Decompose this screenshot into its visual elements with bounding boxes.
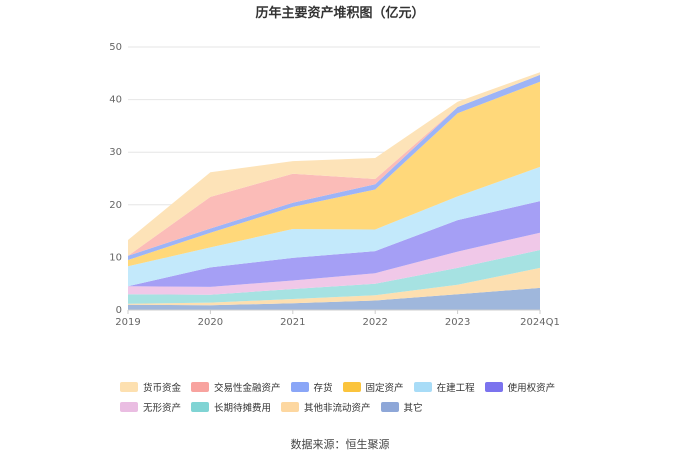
area-series-8[interactable] — [128, 74, 540, 256]
x-tick-label-4: 2023 — [445, 317, 470, 328]
legend-item[interactable]: 存货 — [290, 380, 333, 394]
y-tick-label-4: 40 — [109, 95, 122, 106]
legend-swatch — [380, 402, 399, 412]
legend-label: 长期待摊费用 — [214, 403, 272, 414]
legend-label: 货币资金 — [143, 383, 182, 394]
area-series-0[interactable] — [128, 287, 540, 310]
legend-swatch — [484, 382, 503, 392]
y-axis: 0 10 20 30 40 50 — [109, 42, 122, 316]
legend-label: 交易性金融资产 — [214, 383, 281, 394]
x-tick-label-2: 2021 — [280, 317, 305, 328]
area-series-6[interactable] — [128, 81, 540, 267]
legend-swatch — [120, 402, 138, 412]
legend-item[interactable]: 无形资产 — [120, 400, 181, 414]
legend-label: 存货 — [313, 383, 333, 394]
x-tick-label-0: 2019 — [115, 317, 140, 328]
legend-item[interactable]: 其它 — [380, 400, 423, 414]
legend-label: 在建工程 — [436, 383, 475, 394]
area-series-1[interactable] — [128, 267, 540, 306]
y-tick-label-2: 20 — [109, 200, 122, 211]
legend: 货币资金 交易性金融资产 存货 固定资产 在建工程 使用权资产无形资产 长期待摊费用 其他非流… — [120, 377, 590, 417]
legend-swatch — [120, 382, 138, 392]
legend-label: 其它 — [403, 403, 423, 414]
legend-row: 无形资产 长期待摊费用 其他非流动资产 其它 — [120, 397, 590, 417]
x-tick-label-5: 2024Q1 — [520, 317, 560, 328]
area-series-2[interactable] — [128, 250, 540, 304]
y-tick-label-1: 10 — [109, 252, 122, 263]
area-series-5[interactable] — [128, 166, 540, 287]
legend-label: 无形资产 — [143, 403, 182, 414]
legend-label: 固定资产 — [365, 383, 404, 394]
legend-swatch — [342, 382, 361, 392]
legend-swatch — [413, 382, 432, 392]
area-series-3[interactable] — [128, 232, 540, 295]
area-series-9[interactable] — [128, 72, 540, 256]
area-series-group — [128, 72, 540, 310]
y-tick-label-0: 0 — [116, 305, 122, 316]
legend-swatch — [290, 382, 309, 392]
legend-item[interactable]: 货币资金 — [120, 380, 181, 394]
legend-item[interactable]: 其他非流动资产 — [281, 400, 371, 414]
y-tick-label-3: 30 — [109, 147, 122, 158]
legend-item[interactable]: 固定资产 — [342, 380, 404, 394]
chart-title: 历年主要资产堆积图（亿元） — [255, 5, 424, 21]
legend-swatch — [191, 382, 210, 392]
legend-item[interactable]: 交易性金融资产 — [191, 380, 281, 394]
legend-item[interactable]: 在建工程 — [413, 380, 475, 394]
legend-label: 其他非流动资产 — [304, 403, 371, 414]
area-series-4[interactable] — [128, 201, 540, 287]
legend-label: 使用权资产 — [507, 383, 556, 394]
legend-swatch — [191, 402, 210, 412]
legend-row: 货币资金 交易性金融资产 存货 固定资产 在建工程 使用权资产 — [120, 377, 590, 397]
legend-item[interactable]: 长期待摊费用 — [191, 400, 271, 414]
area-series-7[interactable] — [128, 74, 540, 261]
x-axis: 2019 2020 2021 2022 2023 2024Q1 — [115, 309, 560, 328]
legend-item[interactable]: 使用权资产 — [484, 380, 556, 394]
y-tick-label-5: 50 — [109, 42, 122, 53]
data-source: 数据来源：恒生聚源 — [290, 438, 390, 451]
x-tick-label-3: 2022 — [362, 317, 387, 328]
x-tick-label-1: 2020 — [198, 317, 223, 328]
legend-swatch — [281, 402, 300, 412]
